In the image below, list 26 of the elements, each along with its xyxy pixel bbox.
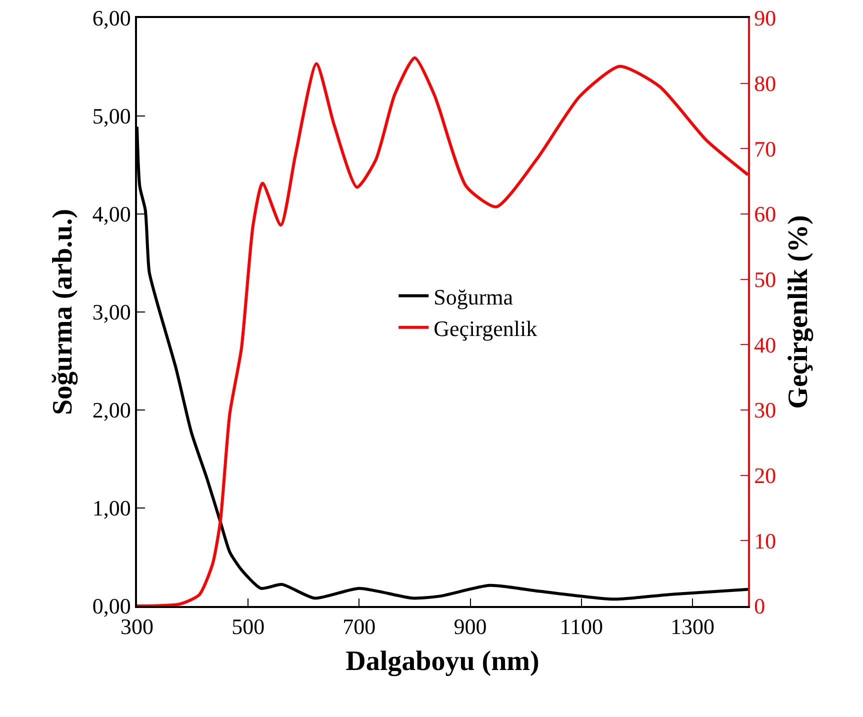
y2-tick-label: 80: [754, 71, 776, 96]
y-tick-label: 1,00: [92, 496, 131, 521]
y2-tick-label: 30: [754, 398, 776, 423]
y-tick-label: 6,00: [92, 6, 131, 31]
y-tick-label: 2,00: [92, 398, 131, 423]
y2-tick-label: 60: [754, 202, 776, 227]
y-tick-label: 3,00: [92, 300, 131, 325]
y2-axis-title: Geçirgenlik (%): [782, 215, 814, 409]
legend-label: Geçirgenlik: [434, 316, 538, 341]
x-tick-label: 500: [232, 614, 265, 640]
y-axis-title: Soğurma (arb.u.): [48, 208, 79, 416]
y2-tick-label: 0: [754, 594, 766, 619]
y2-tick-label: 20: [754, 463, 776, 488]
y2-tick-label: 50: [754, 267, 776, 292]
x-tick-label: 1300: [670, 614, 714, 640]
y2-tick-label: 10: [754, 528, 776, 554]
y-tick-label: 4,00: [92, 202, 131, 227]
x-tick-label: 700: [342, 614, 376, 640]
y-tick-label: 5,00: [92, 104, 131, 129]
y2-tick-label: 90: [754, 6, 776, 31]
y2-tick-label: 40: [754, 332, 776, 358]
y2-tick-label: 70: [754, 136, 776, 162]
legend-label: Soğurma: [434, 284, 514, 310]
x-tick-label: 1100: [560, 614, 603, 640]
x-tick-label: 900: [454, 614, 487, 640]
x-axis-title: Dalgaboyu (nm): [346, 646, 540, 677]
